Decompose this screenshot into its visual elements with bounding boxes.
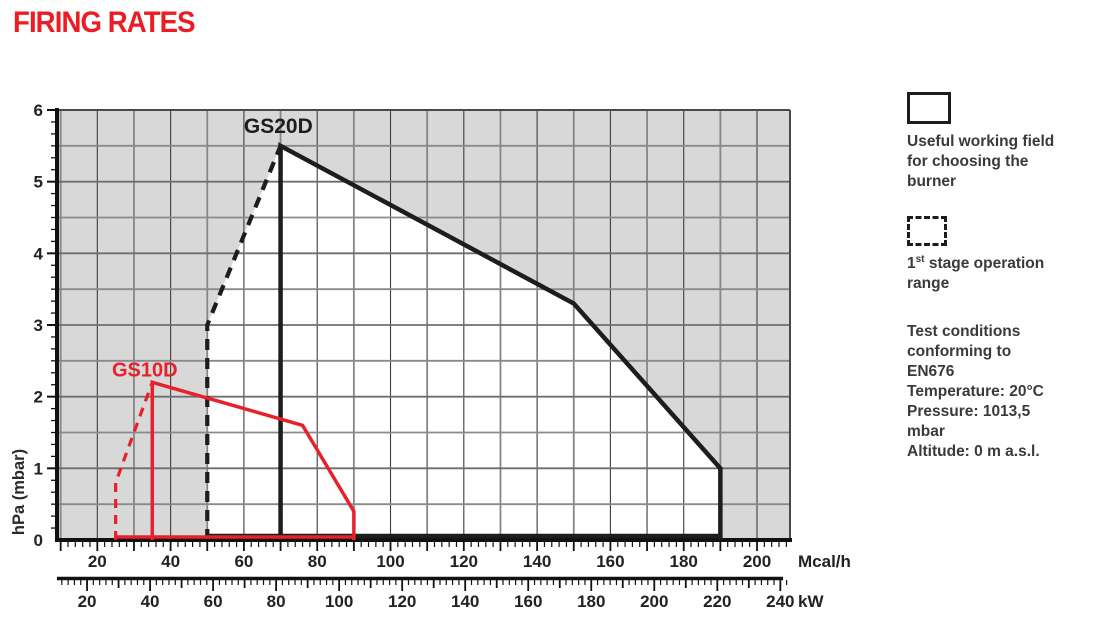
first-stage-rest: stage operation — [924, 255, 1045, 272]
kw-tick-label: 180 — [577, 592, 605, 611]
kw-tick-label: 20 — [78, 592, 97, 611]
legend-useful-field-line2: for choosing the — [907, 153, 1029, 170]
kw-tick-label: 80 — [267, 592, 286, 611]
mcal-tick-label: 200 — [743, 552, 771, 571]
solid-rectangle-icon — [907, 92, 951, 124]
firing-rates-chart: 0 1 2 3 4 5 6 hPa (mbar) 20 40 60 80 100 120 140 160 180… — [10, 101, 851, 611]
mcal-tick-label: 180 — [670, 552, 698, 571]
GS10D-working-field-outline — [150, 380, 356, 540]
kw-axis: 20 40 60 80 100 120 140 160 180 200 220 240 kW — [57, 576, 824, 611]
y-tick-label: 3 — [34, 316, 43, 335]
test-conditions-line4: Temperature: 20°C — [907, 383, 1044, 400]
kw-tick-label: 40 — [141, 592, 160, 611]
mcal-tick-label: 100 — [376, 552, 404, 571]
mcal-axis: 20 40 60 80 100 120 140 160 180 200 Mcal/h — [59, 542, 851, 571]
GS10D-label: GS10D — [112, 360, 178, 382]
mcal-tick-label: 40 — [161, 552, 180, 571]
kw-tick-label: 60 — [204, 592, 223, 611]
test-conditions-line5: Pressure: 1013,5 — [907, 403, 1031, 420]
y-tick-label: 1 — [34, 459, 43, 478]
y-tick-label: 2 — [34, 388, 43, 407]
legend-item-first-stage: 1st stage operation range — [907, 216, 1097, 294]
dashed-rectangle-icon — [907, 216, 947, 246]
y-tick-label: 6 — [34, 101, 43, 120]
kw-axis-unit: kW — [798, 592, 824, 611]
legend-first-stage-line2: range — [907, 275, 950, 292]
y-tick-label: 5 — [34, 173, 43, 192]
mcal-tick-label: 60 — [234, 552, 253, 571]
legend: Useful working field for choosing the bu… — [907, 90, 1097, 462]
y-axis-ticks: 0 1 2 3 4 5 6 — [34, 101, 56, 550]
kw-tick-label: 120 — [388, 592, 416, 611]
y-tick-label: 0 — [34, 531, 43, 550]
first-stage-sup: st — [915, 253, 925, 265]
test-conditions-line2: conforming to — [907, 343, 1012, 360]
mcal-axis-unit: Mcal/h — [798, 552, 851, 571]
mcal-tick-label: 160 — [596, 552, 624, 571]
y-tick-label: 4 — [34, 244, 44, 263]
mcal-tick-label: 20 — [88, 552, 107, 571]
first-stage-prefix: 1 — [907, 255, 916, 272]
page-title: FIRING RATES — [13, 6, 196, 39]
mcal-tick-label: 140 — [523, 552, 551, 571]
legend-useful-field-line1: Useful working field — [907, 133, 1055, 150]
test-conditions-line6: mbar — [907, 423, 945, 440]
kw-tick-label: 240 — [766, 592, 794, 611]
kw-tick-label: 140 — [451, 592, 479, 611]
GS10D-first-stage-boundary — [114, 381, 154, 540]
kw-tick-label: 160 — [514, 592, 542, 611]
test-conditions-line7: Altitude: 0 m a.s.l. — [907, 443, 1040, 460]
legend-item-useful-field: Useful working field for choosing the bu… — [907, 92, 1097, 192]
GS20D-working-field-outline — [278, 142, 723, 540]
kw-tick-label: 220 — [703, 592, 731, 611]
test-conditions-line3: EN676 — [907, 363, 955, 380]
kw-tick-label: 100 — [325, 592, 353, 611]
y-axis-title: hPa (mbar) — [10, 449, 28, 535]
mcal-tick-label: 120 — [450, 552, 478, 571]
series-GS10D: GS10D — [112, 360, 356, 540]
mcal-tick-label: 80 — [308, 552, 327, 571]
test-conditions-line1: Test conditions — [907, 323, 1021, 340]
GS20D-first-stage-boundary — [205, 145, 283, 540]
GS20D-label: GS20D — [244, 115, 313, 138]
legend-first-stage-line1: 1st stage operation — [907, 254, 1097, 274]
kw-tick-label: 200 — [640, 592, 668, 611]
test-conditions: Test conditions conforming to EN676 Temp… — [907, 322, 1097, 462]
legend-useful-field-line3: burner — [907, 173, 957, 190]
